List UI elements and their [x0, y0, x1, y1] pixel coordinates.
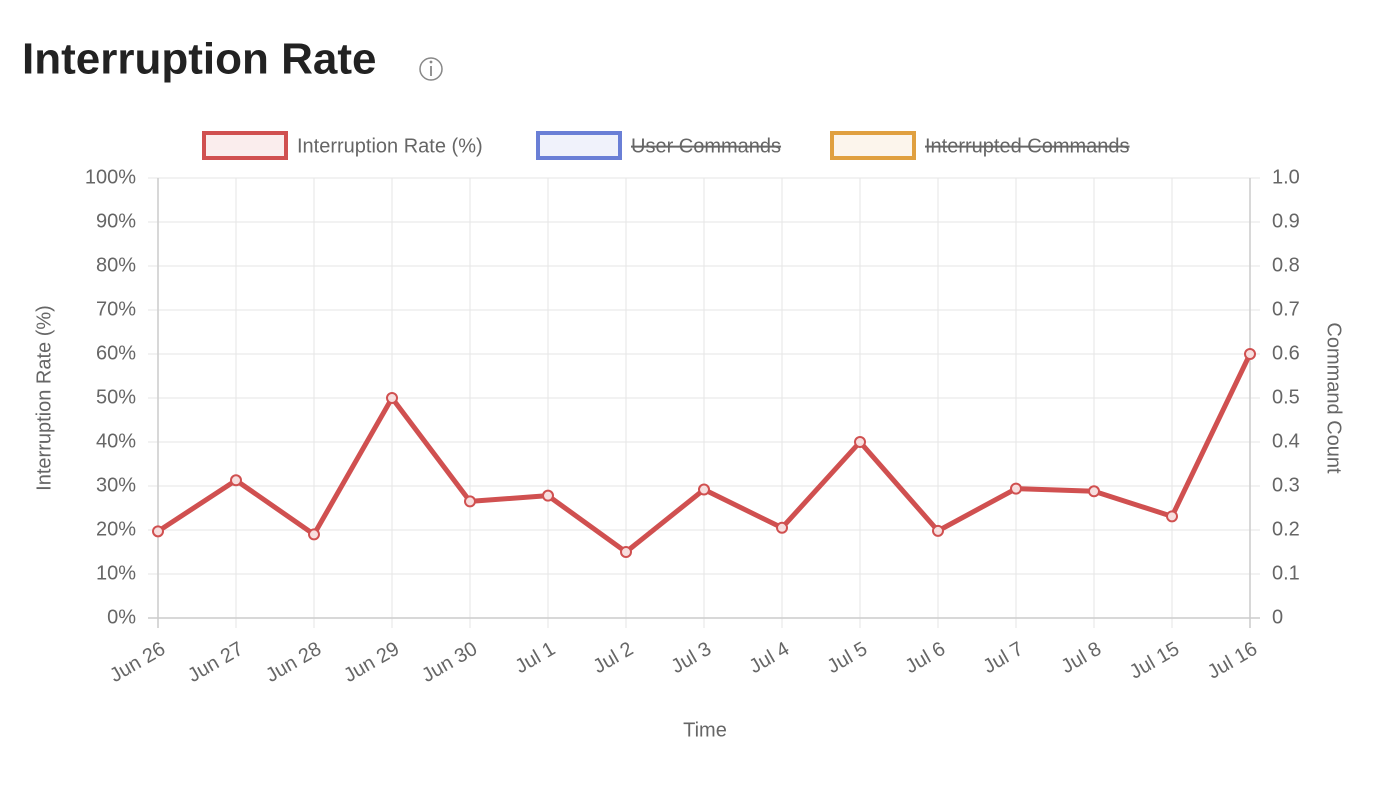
x-tick-label: Jun 29: [340, 638, 403, 687]
data-point: [386, 392, 398, 404]
x-tick-label: Jul 4: [746, 638, 794, 678]
x-tick-label: Jul 7: [980, 638, 1028, 678]
x-tick-label: Jul 6: [902, 638, 950, 678]
y2-tick-label: 0.3: [1272, 474, 1300, 496]
x-tick-label: Jul 1: [512, 638, 560, 678]
x-tick-label: Jul 3: [668, 638, 716, 678]
y-axis-label: Interruption Rate (%): [33, 305, 55, 491]
y2-tick-label: 0.5: [1272, 386, 1300, 408]
y2-tick-label: 0.8: [1272, 254, 1300, 276]
x-tick-label: Jul 8: [1058, 638, 1106, 678]
data-point: [1244, 348, 1256, 360]
x-tick-label: Jun 26: [106, 638, 169, 687]
y-tick-label: 100%: [85, 166, 136, 188]
legend-swatch: [536, 131, 622, 160]
y-tick-label: 90%: [96, 210, 136, 232]
y-tick-label: 10%: [96, 562, 136, 584]
data-point: [464, 495, 476, 508]
data-point: [1010, 482, 1022, 495]
data-point: [1166, 510, 1178, 523]
y-tick-label: 60%: [96, 342, 136, 364]
x-tick-label: Jun 27: [184, 638, 247, 687]
x-tick-label: Jul 16: [1204, 638, 1261, 684]
legend-swatch: [830, 131, 916, 160]
y2-tick-label: 0.6: [1272, 342, 1300, 364]
y-tick-label: 80%: [96, 254, 136, 276]
legend-label[interactable]: Interrupted Commands: [925, 135, 1130, 157]
data-point: [542, 489, 554, 502]
y-tick-label: 50%: [96, 386, 136, 408]
y2-tick-label: 0.1: [1272, 562, 1300, 584]
y2-tick-label: 0.4: [1272, 430, 1300, 452]
data-point: [932, 524, 944, 537]
data-point: [776, 521, 788, 534]
data-point: [152, 525, 164, 538]
y-tick-label: 30%: [96, 474, 136, 496]
x-tick-label: Jul 5: [824, 638, 872, 678]
legend-label[interactable]: Interruption Rate (%): [297, 135, 483, 157]
y2-tick-label: 0.7: [1272, 298, 1300, 320]
data-point: [620, 546, 632, 558]
data-point: [308, 528, 320, 541]
data-point: [854, 436, 866, 448]
x-tick-label: Jul 15: [1126, 638, 1183, 684]
y2-axis-label: Command Count: [1323, 322, 1345, 474]
y-tick-label: 40%: [96, 430, 136, 452]
y2-tick-label: 1.0: [1272, 166, 1300, 188]
legend-swatch: [202, 131, 288, 160]
x-tick-label: Jun 30: [418, 638, 481, 687]
y-tick-label: 0%: [107, 606, 136, 628]
y2-tick-label: 0: [1272, 606, 1283, 628]
chart-title: Interruption Rate: [22, 35, 376, 84]
y2-tick-label: 0.2: [1272, 518, 1300, 540]
x-tick-label: Jun 28: [262, 638, 325, 687]
y2-tick-label: 0.9: [1272, 210, 1300, 232]
data-point: [1088, 485, 1100, 498]
x-axis-label: Time: [683, 719, 727, 741]
info-icon[interactable]: [419, 57, 443, 81]
data-point: [230, 474, 242, 487]
data-point: [698, 483, 710, 496]
y-tick-label: 20%: [96, 518, 136, 540]
x-tick-label: Jul 2: [590, 638, 638, 678]
legend-label[interactable]: User Commands: [631, 135, 781, 157]
y-tick-label: 70%: [96, 298, 136, 320]
